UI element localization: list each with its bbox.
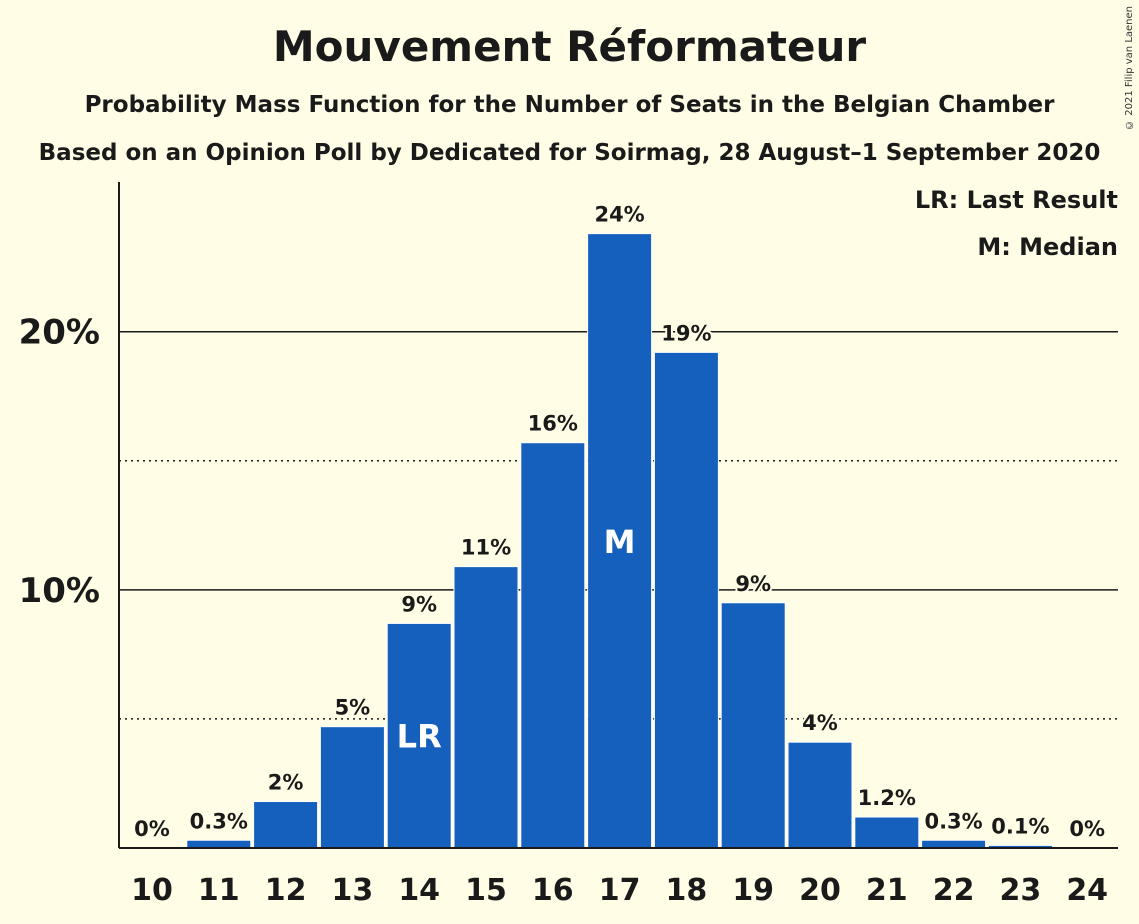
data-label: 4% xyxy=(802,711,838,735)
data-label: 0.1% xyxy=(991,814,1049,838)
bar xyxy=(720,602,786,849)
x-tick-label: 23 xyxy=(1000,873,1042,908)
chart-source-line: Based on an Opinion Poll by Dedicated fo… xyxy=(38,140,1101,166)
data-label: 1.2% xyxy=(858,786,916,810)
data-label: 9% xyxy=(401,592,437,616)
data-label: 5% xyxy=(335,696,371,720)
bar xyxy=(186,839,252,849)
last-result-marker: LR xyxy=(397,718,442,756)
x-tick-label: 17 xyxy=(599,873,641,908)
bar xyxy=(921,839,987,849)
chart-title: Mouvement Réformateur xyxy=(272,22,867,71)
chart-subtitle: Probability Mass Function for the Number… xyxy=(84,92,1055,118)
data-label: 19% xyxy=(661,321,711,345)
y-tick-label: 10% xyxy=(19,571,100,611)
x-tick-label: 21 xyxy=(866,873,908,908)
x-tick-label: 16 xyxy=(532,873,574,908)
bar xyxy=(520,442,586,849)
x-tick-label: 15 xyxy=(465,873,507,908)
data-label: 0.3% xyxy=(190,809,248,833)
bar xyxy=(653,351,719,849)
bar xyxy=(453,566,519,849)
x-tick-label: 13 xyxy=(332,873,374,908)
data-label: 0% xyxy=(1069,817,1105,841)
x-tick-label: 19 xyxy=(732,873,774,908)
x-tick-label: 24 xyxy=(1066,873,1108,908)
data-label: 0.3% xyxy=(924,809,982,833)
x-tick-label: 20 xyxy=(799,873,841,908)
bar xyxy=(319,726,385,849)
x-tick-label: 22 xyxy=(933,873,975,908)
y-tick-label: 20% xyxy=(19,313,100,353)
x-tick-label: 10 xyxy=(131,873,173,908)
bar xyxy=(253,801,319,849)
data-label: 2% xyxy=(268,771,304,795)
bar xyxy=(854,816,920,849)
data-label: 0% xyxy=(134,817,170,841)
bar xyxy=(787,741,853,849)
data-label: 16% xyxy=(528,412,578,436)
legend-last-result: LR: Last Result xyxy=(914,186,1118,214)
median-marker: M xyxy=(604,523,636,561)
data-label: 24% xyxy=(594,203,644,227)
x-tick-label: 14 xyxy=(398,873,440,908)
data-label: 11% xyxy=(461,536,511,560)
x-tick-label: 18 xyxy=(666,873,708,908)
legend-median: M: Median xyxy=(977,233,1118,261)
data-label: 9% xyxy=(735,572,771,596)
x-tick-label: 11 xyxy=(198,873,240,908)
x-tick-label: 12 xyxy=(265,873,307,908)
